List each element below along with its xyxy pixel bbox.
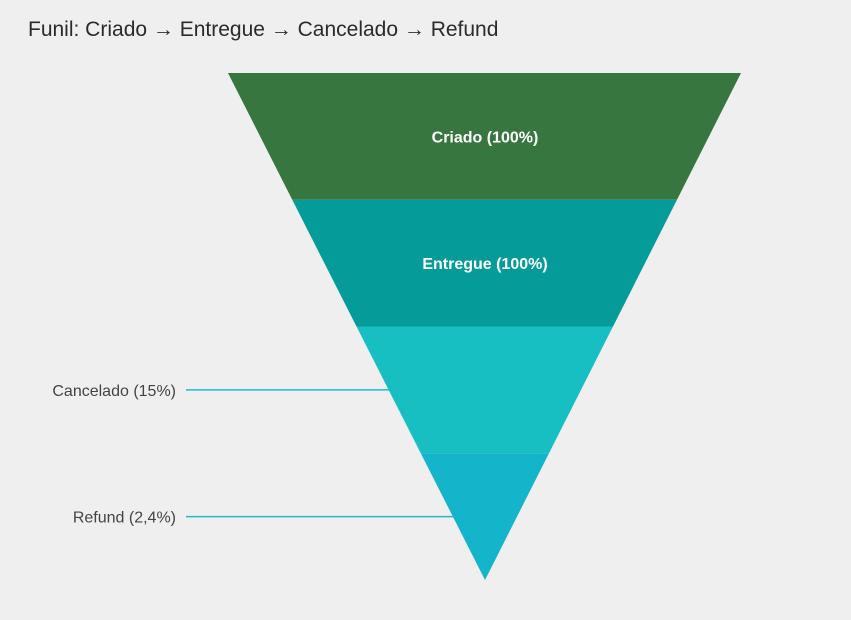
- chart-title: Funil: Criado → Entregue → Cancelado → R…: [28, 18, 499, 41]
- funnel-label-refund: Refund (2,4%): [73, 510, 176, 527]
- funnel-segment-refund: [420, 453, 549, 580]
- funnel-segment-entregue: [292, 199, 677, 327]
- funnel-segment-criado: [228, 73, 741, 200]
- funnel-label-cancelado: Cancelado (15%): [52, 383, 176, 400]
- funnel-segment-cancelado: [356, 326, 613, 454]
- funnel-label-criado: Criado (100%): [432, 129, 539, 146]
- funnel-label-entregue: Entregue (100%): [422, 256, 547, 273]
